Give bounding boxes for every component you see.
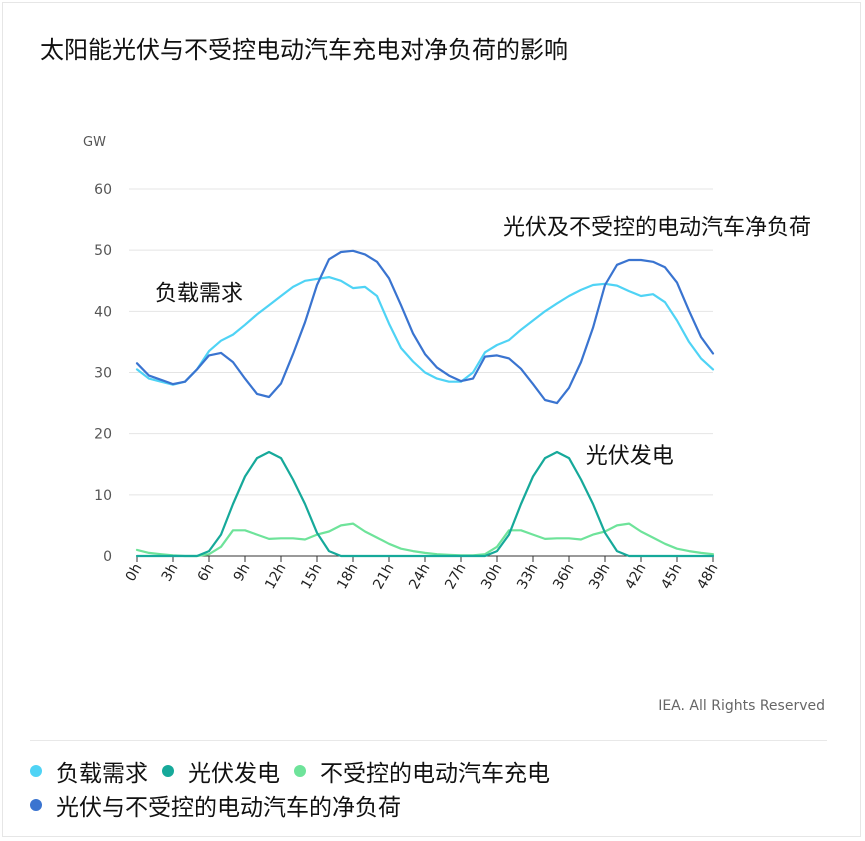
legend-item-ev[interactable]: 不受控的电动汽车充电 [294,754,550,788]
chart-annotation: 负载需求 [155,281,243,306]
y-tick-label: 40 [94,304,112,320]
legend-label: 光伏与不受控的电动汽车的净负荷 [56,795,401,821]
y-tick-label: 20 [94,427,112,443]
y-tick-label: 10 [94,488,112,504]
x-tick-label: 39h [586,561,613,592]
chart-annotation: 光伏发电 [586,444,674,469]
x-tick-label: 42h [622,561,649,592]
chart-title: 太阳能光伏与不受控电动汽车充电对净负荷的影响 [40,36,568,64]
series-line[interactable] [135,450,715,558]
x-tick-label: 45h [658,561,685,592]
x-tick-label: 12h [262,561,289,592]
x-tick-label: 48h [694,561,721,592]
line-chart: 0 10 20 30 40 50 60 GW 0h 3h 6h 9h 12h 15h 18h 21h 24h 27… [83,135,811,592]
legend-item-load[interactable]: 负载需求 [30,754,148,788]
y-tick-label: 60 [94,182,112,198]
legend-label: 光伏发电 [188,761,280,787]
y-tick-label: 30 [94,366,112,382]
series-line[interactable] [135,522,715,558]
grid-lines [129,188,713,496]
y-tick-label: 0 [103,549,112,565]
legend-row-1: 负载需求 光伏发电 不受控的电动汽车充电 [30,754,830,788]
x-tick-label: 15h [298,561,325,592]
x-tick-label: 33h [514,561,541,592]
legend-item-pv[interactable]: 光伏发电 [162,754,280,788]
legend-item-net-load[interactable]: 光伏与不受控的电动汽车的净负荷 [30,788,401,822]
legend-marker-icon [30,765,42,777]
x-tick-label: 21h [370,561,397,592]
x-tick-label: 0h [123,561,146,584]
y-axis-label: GW [83,135,106,150]
legend-divider [30,740,827,741]
legend-marker-icon [294,765,306,777]
x-tick-label: 3h [159,561,182,584]
series-lines [135,249,715,558]
x-tick-label: 36h [550,561,577,592]
legend-marker-icon [30,799,42,811]
legend-label: 负载需求 [56,761,148,787]
x-tick-label: 27h [442,561,469,592]
legend-row-2: 光伏与不受控的电动汽车的净负荷 [30,788,830,822]
x-tick-label: 24h [406,561,433,592]
credit-text: IEA. All Rights Reserved [658,698,825,714]
legend: 负载需求 光伏发电 不受控的电动汽车充电 光伏与不受控的电动汽车的净负荷 [30,754,830,822]
x-tick-label: 30h [478,561,505,592]
chart-annotation: 光伏及不受控的电动汽车净负荷 [503,215,811,240]
series-line[interactable] [135,249,715,405]
x-tick-label: 9h [231,561,254,584]
x-tick-label: 6h [195,561,218,584]
legend-marker-icon [162,765,174,777]
x-tick-label: 18h [334,561,361,592]
legend-label: 不受控的电动汽车充电 [320,761,550,787]
series-line[interactable] [135,276,715,386]
y-tick-label: 50 [94,243,112,259]
